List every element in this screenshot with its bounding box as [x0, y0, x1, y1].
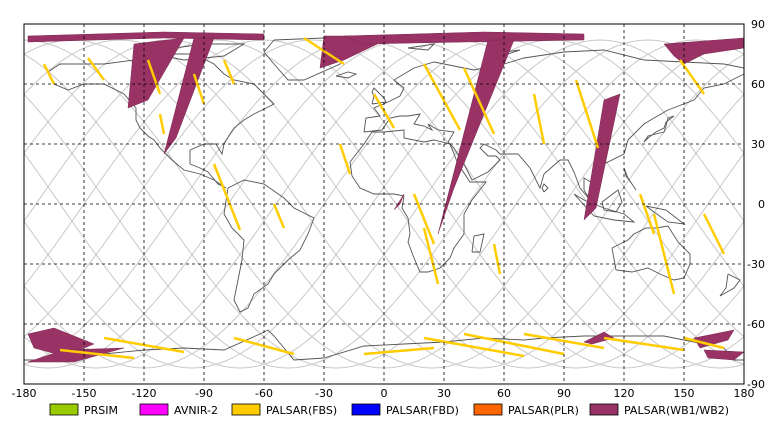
swath-wb-strip-1	[127, 37, 185, 109]
swath-wb-strip-2	[163, 37, 215, 155]
swath-fbs-10	[462, 67, 496, 135]
coastline-japan	[643, 115, 675, 143]
coastline-new-zealand	[719, 273, 741, 297]
swath-wb-strip-5	[437, 39, 515, 235]
swath-fbs-15	[492, 243, 502, 275]
swath-fbs-22	[363, 346, 435, 356]
swath-fbs-7	[338, 143, 352, 175]
legend-label: PRSIM	[84, 404, 118, 417]
swath-fbs-17	[652, 213, 676, 295]
x-tick-label: 120	[614, 387, 635, 400]
legend-swatch	[49, 403, 79, 416]
y-tick-labels: 90 60 30 0 -30 -60 -90	[747, 18, 765, 391]
swath-fbs-30	[222, 59, 236, 85]
coastline-philippines	[623, 167, 637, 191]
x-tick-label: 150	[674, 387, 695, 400]
coastline-iceland	[335, 71, 358, 79]
swath-fbs-11	[532, 93, 546, 145]
x-tick-labels: -180 -150 -120 -90 -60 -30 0 30 60 90 120 150 180	[12, 387, 755, 400]
graticule-layer	[24, 24, 744, 384]
legend-item: AVNIR-2	[139, 403, 218, 417]
swath-fbs-13	[412, 193, 436, 245]
x-tick-label: 60	[497, 387, 511, 400]
y-tick-label: 0	[758, 198, 765, 211]
x-tick-label: -60	[255, 387, 273, 400]
y-tick-label: -30	[747, 258, 765, 271]
swath-fbs-2	[86, 57, 106, 81]
y-tick-label: 60	[751, 78, 765, 91]
legend-label: PALSAR(WB1/WB2)	[624, 404, 729, 417]
swath-wb-strip-arctic-west	[27, 31, 265, 43]
swath-wb-strip-13	[703, 349, 745, 361]
coastline-australia	[611, 225, 691, 281]
swath-fbs-25	[523, 332, 605, 350]
legend-item: PALSAR(FBS)	[231, 403, 337, 417]
legend-swatch	[589, 403, 619, 416]
legend-item: PALSAR(PLR)	[473, 403, 579, 417]
swath-fbs-27	[683, 336, 725, 350]
x-tick-label: -150	[72, 387, 97, 400]
x-tick-label: 90	[557, 387, 571, 400]
swath-fbs-1	[42, 63, 56, 85]
legend-label: AVNIR-2	[174, 404, 218, 417]
coastline-svalbard	[407, 43, 436, 51]
legend-label: PALSAR(FBD)	[386, 404, 459, 417]
legend-swatch	[231, 403, 261, 416]
legend-label: PALSAR(PLR)	[508, 404, 579, 417]
swath-fbs-18	[702, 213, 726, 255]
swath-fbs-29	[678, 59, 706, 95]
swath-wb-strip-7	[583, 93, 621, 221]
swath-wb-strip-4	[343, 31, 585, 45]
x-tick-label: -180	[12, 387, 37, 400]
y-tick-label: -60	[747, 318, 765, 331]
swath-fbs-16	[638, 193, 656, 235]
legend-swatch	[473, 403, 503, 416]
swath-fbs-26	[603, 336, 685, 352]
swath-fbs-31	[192, 73, 206, 105]
y-tick-label: -90	[747, 378, 765, 391]
swath-fbs-12	[574, 79, 600, 149]
coastline-borneo	[601, 189, 623, 213]
coastline-sri-lanka	[541, 183, 549, 193]
y-tick-label: 30	[751, 138, 765, 151]
x-tick-label: -120	[132, 387, 157, 400]
swath-fbs-23	[423, 336, 525, 358]
swath-fbs-5	[212, 163, 242, 231]
legend: PRSIM AVNIR-2 PALSAR(FBS) PALSAR(FBD) PALSAR…	[49, 403, 729, 417]
map-frame	[23, 23, 745, 385]
y-tick-label: 90	[751, 18, 765, 31]
swath-wb-strip-11	[583, 331, 615, 345]
swath-fbs-14	[422, 227, 440, 285]
x-tick-label: -30	[315, 387, 333, 400]
legend-swatch	[351, 403, 381, 416]
coastline-new-guinea	[645, 205, 686, 225]
legend-item: PRSIM	[49, 403, 118, 417]
swath-fbs-9	[422, 63, 462, 131]
legend-item: PALSAR(FBD)	[351, 403, 459, 417]
swath-fbs-19	[59, 348, 135, 360]
x-tick-label: -90	[195, 387, 213, 400]
coastline-madagascar	[471, 233, 485, 253]
swath-fbs-24	[463, 332, 565, 356]
swath-fbs-4	[158, 113, 166, 135]
coastline-south-america	[223, 179, 315, 313]
x-tick-label: 30	[437, 387, 451, 400]
legend-swatch	[139, 403, 169, 416]
coastline-africa	[349, 129, 487, 273]
swath-fbs-21	[233, 336, 295, 356]
legend-item: PALSAR(WB1/WB2)	[589, 403, 729, 417]
x-tick-label: 0	[381, 387, 388, 400]
swath-fbs-6	[272, 203, 286, 229]
swath-wb-strip-10	[27, 347, 125, 363]
swath-wb-strip-6	[393, 193, 405, 211]
swath-fbs-3	[146, 59, 162, 95]
coastline-eurasia	[363, 49, 745, 201]
legend-label: PALSAR(FBS)	[266, 404, 337, 417]
x-tick-label: 180	[734, 387, 755, 400]
coastline-north-america	[47, 53, 275, 189]
